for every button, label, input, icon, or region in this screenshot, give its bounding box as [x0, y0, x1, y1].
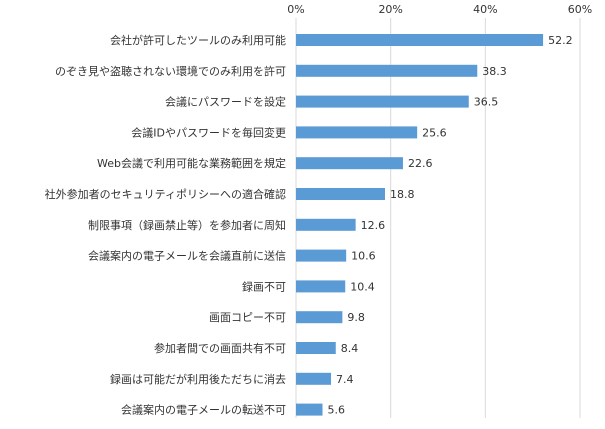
value-label: 18.8	[390, 188, 415, 201]
value-label: 38.3	[482, 65, 507, 78]
bar	[296, 126, 418, 139]
value-label: 25.6	[422, 126, 447, 139]
x-tick-label: 20%	[378, 3, 402, 16]
bar	[296, 342, 336, 354]
category-label: 会議にパスワードを設定	[165, 95, 286, 109]
value-label: 36.5	[474, 96, 499, 109]
category-label: Web会議で利用可能な業務範囲を規定	[97, 156, 286, 170]
category-label: 会議IDやパスワードを毎回変更	[131, 125, 286, 139]
bar	[296, 64, 478, 77]
category-label: 会議案内の電子メールの転送不可	[121, 403, 286, 417]
value-labels: 52.2 38.3 36.5 25.6 22.6 18.8 12.6 10.6 10.4 9.8 8…	[328, 34, 573, 417]
bar	[296, 218, 356, 231]
value-label: 5.6	[328, 404, 346, 417]
value-label: 52.2	[548, 34, 573, 47]
value-label: 10.4	[350, 280, 375, 293]
category-label: のぞき見や盗聴されない環境でのみ利用を許可	[55, 64, 286, 78]
x-tick-label: 60%	[568, 3, 592, 16]
bars	[296, 34, 544, 416]
category-labels: 会社が許可したツールのみ利用可能のぞき見や盗聴されない環境でのみ利用を許可会議に…	[45, 33, 286, 417]
x-axis-ticks: 0% 20% 40% 60%	[287, 3, 592, 16]
category-label: 会社が許可したツールのみ利用可能	[110, 33, 286, 47]
value-label: 8.4	[341, 342, 359, 355]
x-tick-label: 0%	[287, 3, 304, 16]
value-label: 22.6	[408, 157, 433, 170]
bar	[296, 95, 469, 108]
bar	[296, 372, 332, 385]
category-label: 制限事項（録画禁止等）を参加者に周知	[88, 218, 286, 232]
category-label: 画面コピー不可	[209, 311, 286, 324]
value-label: 9.8	[347, 311, 365, 324]
bar	[296, 34, 544, 46]
value-label: 12.6	[361, 219, 386, 232]
value-label: 10.6	[351, 250, 376, 263]
bar	[296, 249, 347, 262]
bar	[296, 403, 323, 416]
grid-lines	[295, 18, 581, 418]
category-label: 会議案内の電子メールを会議直前に送信	[88, 249, 286, 263]
value-label: 7.4	[336, 373, 354, 386]
category-label: 録画は可能だが利用後ただちに消去	[110, 372, 286, 386]
bar	[296, 188, 385, 200]
bar	[296, 280, 346, 293]
bar	[296, 157, 403, 170]
bar	[296, 311, 343, 324]
category-label: 社外参加者のセキュリティポリシーへの適合確認	[45, 187, 286, 201]
x-tick-label: 40%	[473, 3, 497, 16]
category-label: 録画不可	[242, 279, 286, 293]
category-label: 参加者間での画面共有不可	[154, 341, 286, 355]
